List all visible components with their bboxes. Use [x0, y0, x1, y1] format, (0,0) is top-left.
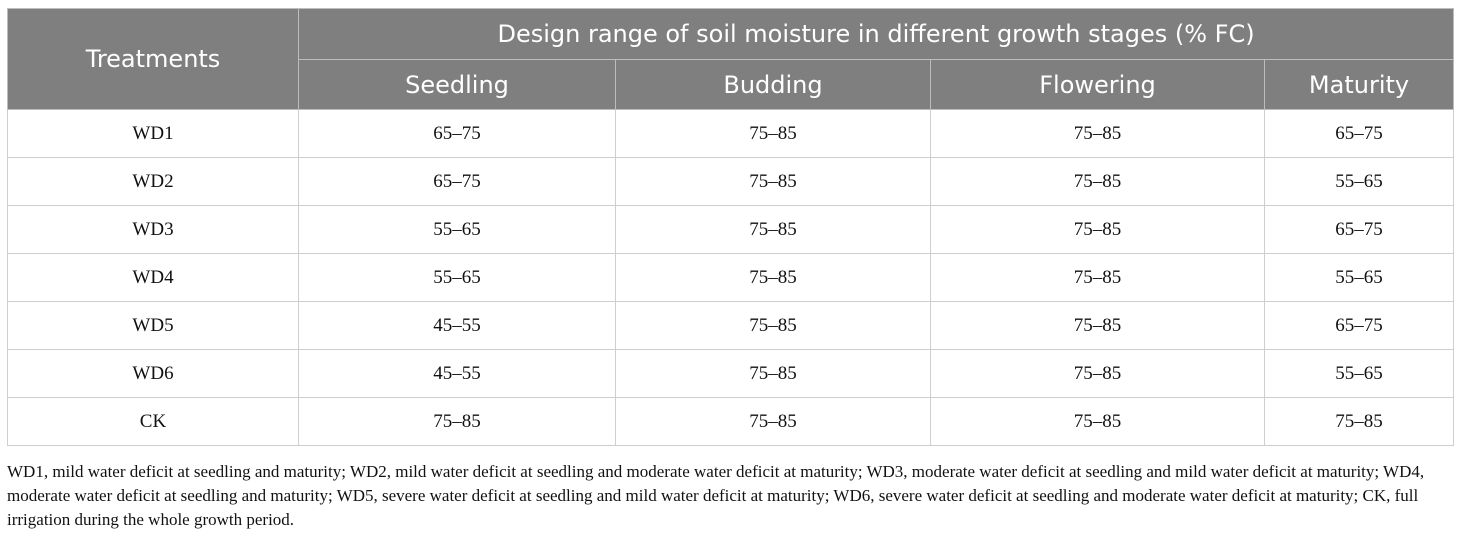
- value-cell: 75–85: [1263, 397, 1455, 446]
- treatment-cell: WD6: [7, 349, 299, 398]
- value-cell: 55–65: [1263, 349, 1455, 398]
- treatment-cell: WD5: [7, 301, 299, 350]
- value-cell: 55–65: [1263, 157, 1455, 206]
- column-header-maturity: Maturity: [1263, 59, 1455, 110]
- value-cell: 75–85: [930, 301, 1265, 350]
- value-cell: 75–85: [615, 109, 931, 158]
- treatment-cell: WD4: [7, 253, 299, 302]
- value-cell: 75–85: [615, 205, 931, 254]
- table-row: WD1 65–75 75–85 75–85 65–75: [7, 109, 1455, 158]
- value-cell: 75–85: [930, 109, 1265, 158]
- value-cell: 45–55: [298, 301, 616, 350]
- value-cell: 75–85: [615, 397, 931, 446]
- value-cell: 65–75: [1263, 109, 1455, 158]
- treatment-cell: CK: [7, 397, 299, 446]
- value-cell: 75–85: [930, 349, 1265, 398]
- table-footnote: WD1, mild water deficit at seedling and …: [7, 462, 1425, 529]
- value-cell: 55–65: [298, 205, 616, 254]
- column-header-flowering: Flowering: [930, 59, 1265, 110]
- treatment-cell: WD1: [7, 109, 299, 158]
- value-cell: 75–85: [930, 205, 1265, 254]
- table-row: CK 75–85 75–85 75–85 75–85: [7, 397, 1455, 446]
- value-cell: 65–75: [1263, 301, 1455, 350]
- column-header-budding: Budding: [615, 59, 931, 110]
- value-cell: 75–85: [615, 253, 931, 302]
- value-cell: 75–85: [615, 301, 931, 350]
- table-row: WD5 45–55 75–85 75–85 65–75: [7, 301, 1455, 350]
- value-cell: 75–85: [298, 397, 616, 446]
- value-cell: 45–55: [298, 349, 616, 398]
- value-cell: 75–85: [930, 397, 1265, 446]
- treatments-header: Treatments: [7, 8, 299, 110]
- value-cell: 55–65: [298, 253, 616, 302]
- table-row: WD2 65–75 75–85 75–85 55–65: [7, 157, 1455, 206]
- value-cell: 75–85: [930, 253, 1265, 302]
- value-cell: 75–85: [615, 349, 931, 398]
- table-row: WD4 55–65 75–85 75–85 55–65: [7, 253, 1455, 302]
- treatment-cell: WD3: [7, 205, 299, 254]
- column-header-seedling: Seedling: [298, 59, 616, 110]
- table-row: WD6 45–55 75–85 75–85 55–65: [7, 349, 1455, 398]
- group-header: Design range of soil moisture in differe…: [297, 8, 1455, 60]
- table-row: WD3 55–65 75–85 75–85 65–75: [7, 205, 1455, 254]
- value-cell: 65–75: [298, 157, 616, 206]
- value-cell: 65–75: [298, 109, 616, 158]
- value-cell: 55–65: [1263, 253, 1455, 302]
- soil-moisture-table: Treatments Design range of soil moisture…: [7, 8, 1455, 446]
- value-cell: 65–75: [1263, 205, 1455, 254]
- value-cell: 75–85: [615, 157, 931, 206]
- data-table-container: Treatments Design range of soil moisture…: [7, 8, 1455, 446]
- treatment-cell: WD2: [7, 157, 299, 206]
- value-cell: 75–85: [930, 157, 1265, 206]
